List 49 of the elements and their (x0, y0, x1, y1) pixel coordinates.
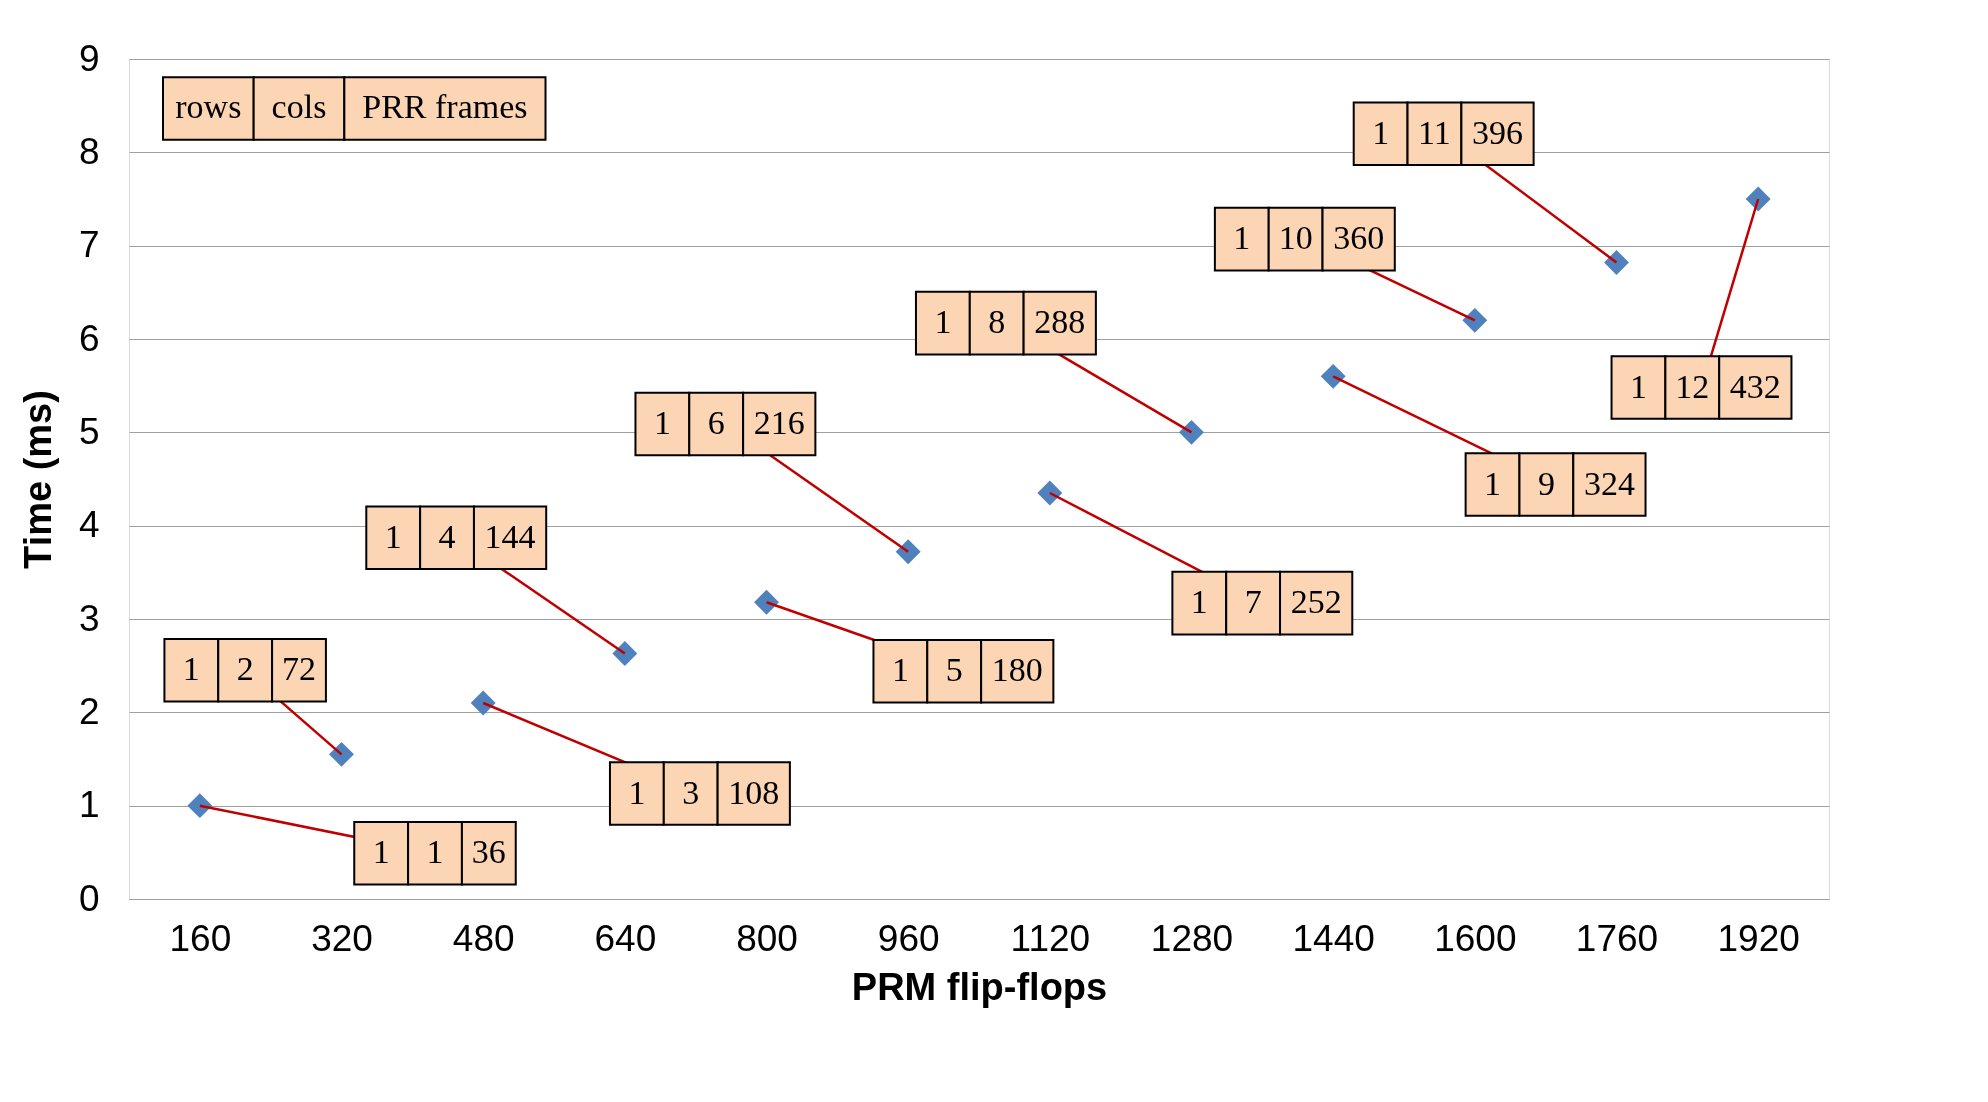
x-axis-title: PRM flip-flops (851, 965, 1108, 1008)
point (895, 539, 921, 565)
point (1037, 480, 1063, 506)
y-axis-title: Time (ms) (16, 390, 59, 569)
annotation: PRR frames (362, 88, 528, 126)
annotation: 1 2 72 (182, 650, 316, 688)
x-tick-label: 1600 (1434, 917, 1517, 959)
x-tick-label: 1760 (1575, 917, 1659, 959)
point (470, 690, 496, 716)
annotation: 1 10 360 (1233, 219, 1385, 257)
point (1320, 363, 1346, 389)
annotation: 1 3 108 (628, 773, 780, 811)
annotation: 1 7 252 (1190, 583, 1342, 621)
annotation: rows (175, 88, 242, 126)
x-tick-label: 1280 (1150, 917, 1234, 959)
annotation: 1 8 288 (934, 303, 1086, 341)
point (329, 741, 354, 767)
x-tick-label: 1440 (1292, 917, 1375, 959)
annotation: 1 6 216 (653, 403, 805, 441)
y-tick-label: 1 (78, 784, 100, 826)
x-tick-label: 640 (594, 917, 657, 959)
x-tick-label: 480 (452, 917, 515, 959)
annotation: 1 1 36 (372, 833, 506, 871)
y-tick-label: 4 (78, 504, 100, 546)
x-tick-label: 320 (311, 917, 373, 959)
annotation: 1 4 144 (384, 517, 536, 555)
point (1604, 250, 1629, 275)
point (1745, 186, 1771, 212)
y-tick-label: 9 (78, 37, 100, 79)
x-tick-label: 160 (169, 917, 232, 959)
annotation: 1 11 396 (1372, 113, 1523, 151)
y-tick-label: 5 (78, 410, 100, 452)
x-tick-label: 1920 (1717, 917, 1800, 959)
annotation: 1 12 432 (1629, 367, 1781, 405)
y-tick-label: 7 (78, 224, 100, 266)
y-tick-label: 2 (78, 690, 100, 732)
annotation: cols (271, 88, 327, 126)
x-tick-label: 960 (877, 917, 940, 959)
y-tick-label: 8 (78, 130, 100, 172)
annotation: 1 9 324 (1484, 464, 1635, 502)
y-tick-label: 0 (78, 877, 100, 919)
x-tick-label: 800 (736, 917, 798, 959)
point (754, 589, 779, 615)
point (612, 641, 638, 666)
y-tick-label: 3 (78, 597, 100, 639)
annotation: 1 5 180 (891, 651, 1043, 689)
point (1179, 419, 1204, 445)
y-tick-label: 6 (78, 317, 100, 359)
x-tick-label: 1120 (1010, 917, 1091, 959)
